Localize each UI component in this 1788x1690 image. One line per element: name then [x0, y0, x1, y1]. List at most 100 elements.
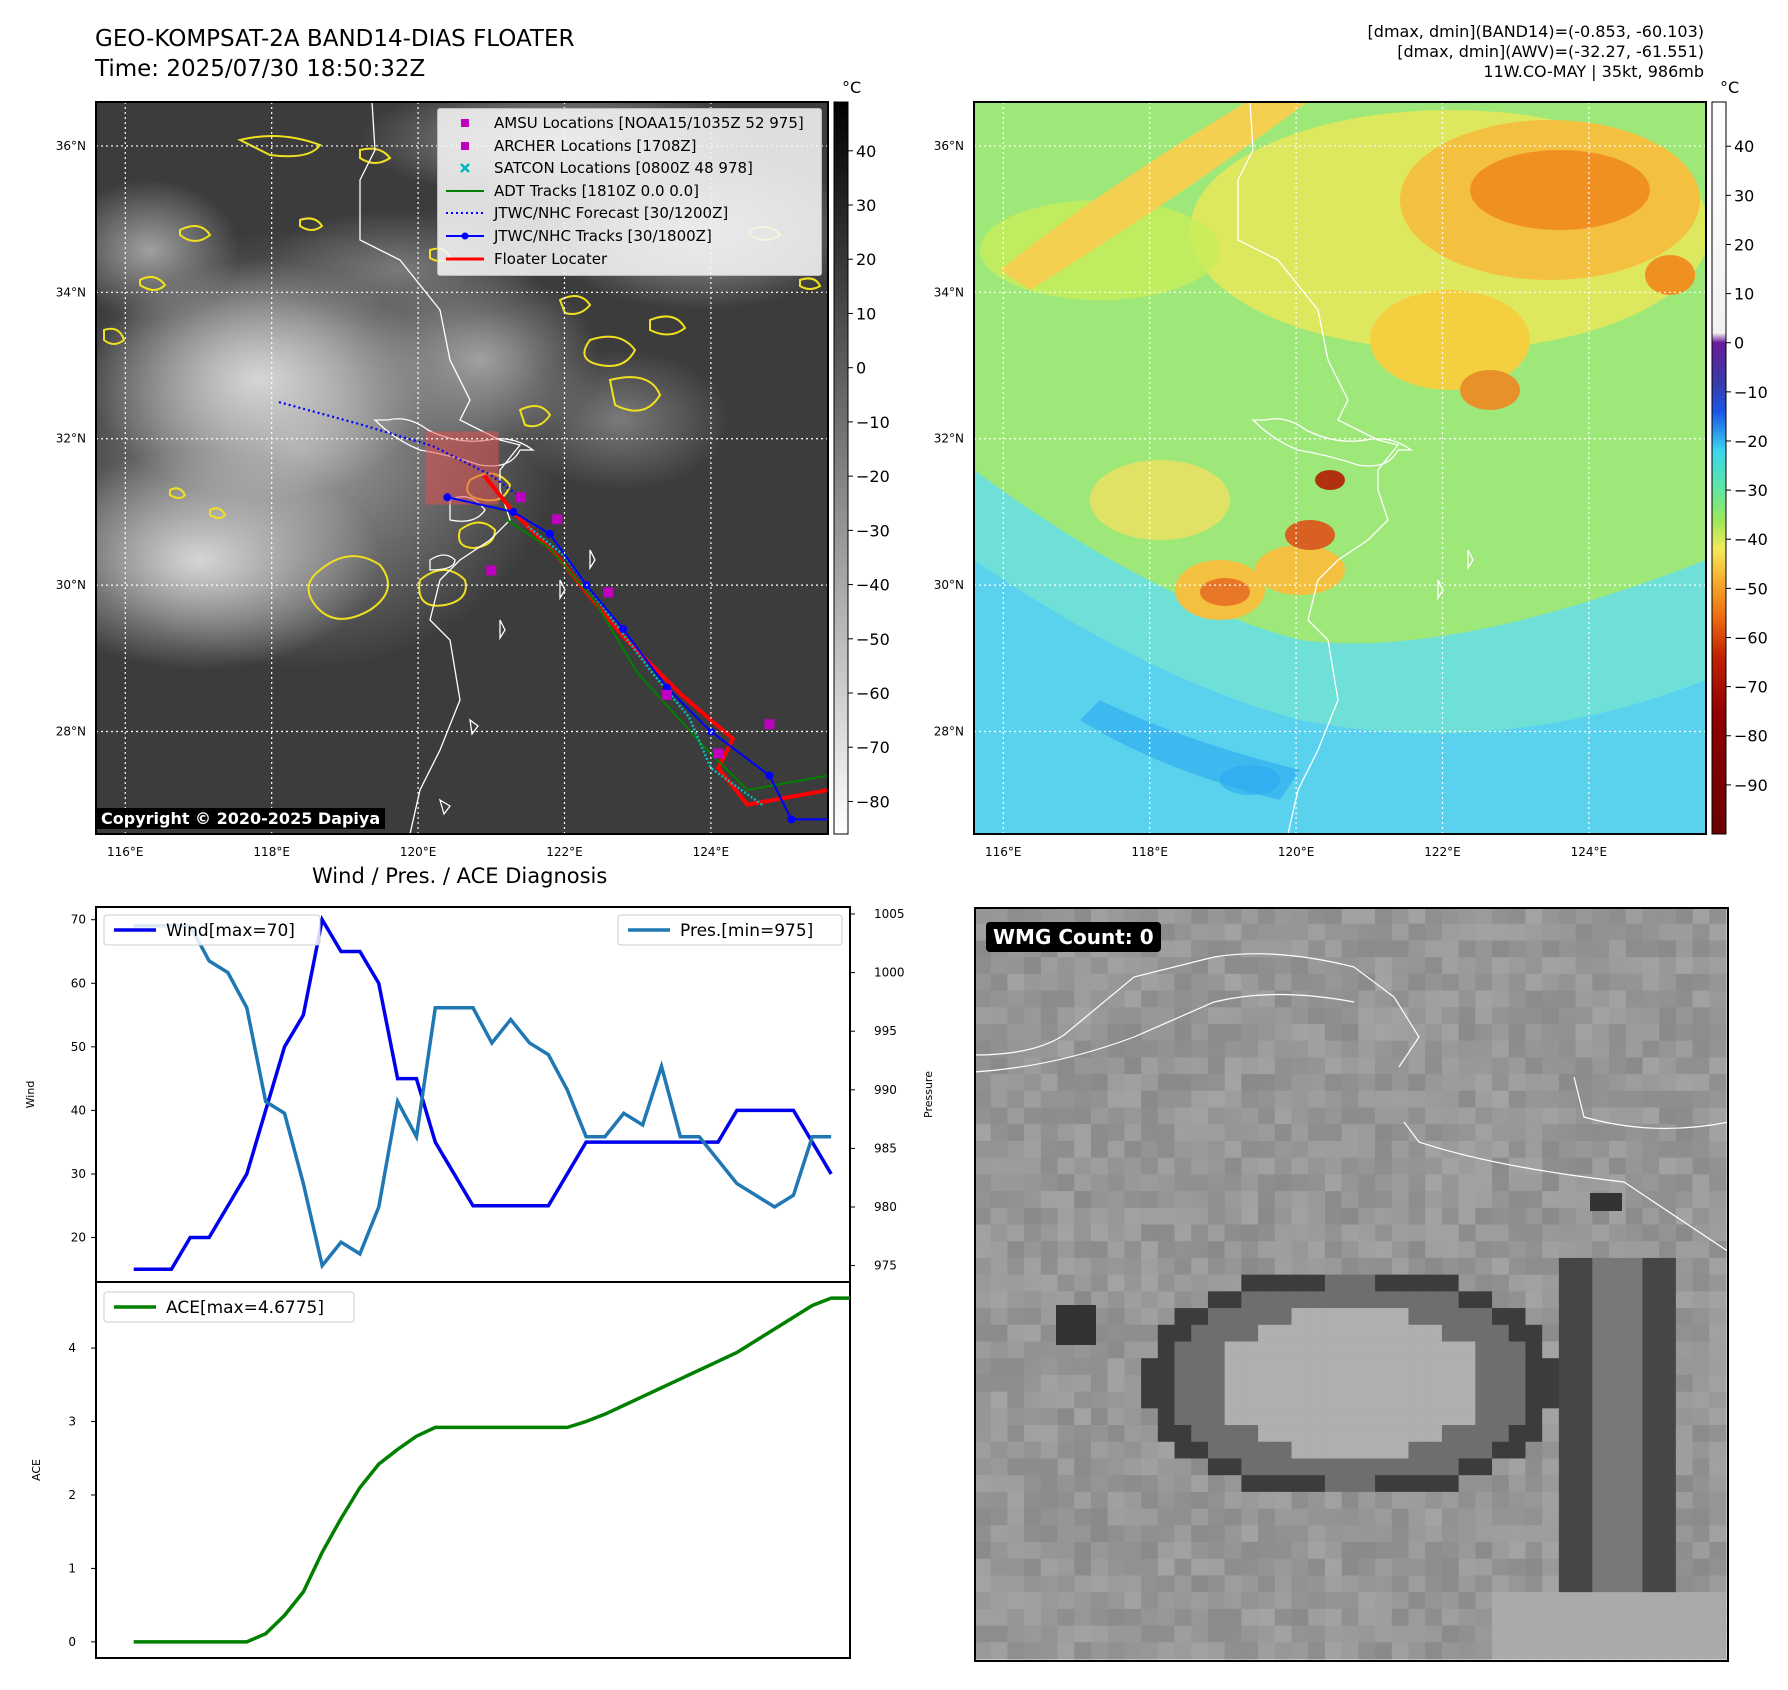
wind-y-tick: 30: [71, 1167, 86, 1181]
legend-item: ADT Tracks [1810Z 0.0 0.0]: [444, 181, 699, 201]
legend-label: JTWC/NHC Forecast [30/1200Z]: [494, 204, 729, 223]
jtwc-track-point: [545, 529, 554, 538]
colorbar-tick-label: −60: [1734, 628, 1768, 647]
lat-tick-label: 28°N: [56, 725, 86, 739]
legend-label: JTWC/NHC Tracks [30/1800Z]: [494, 227, 712, 245]
legend-item: AMSU Locations [NOAA15/1035Z 52 975]: [444, 113, 804, 133]
pressure-y-tick: 985: [874, 1141, 897, 1155]
lat-tick-label: 32°N: [56, 432, 86, 446]
pressure-y-tick: 1000: [874, 966, 905, 980]
colorbar-tick-label: −10: [856, 413, 890, 432]
legend-swatch: [446, 232, 484, 240]
colorbar-tick-label: 40: [856, 142, 876, 161]
pressure-y-tick: 1005: [874, 907, 905, 921]
ace-axes: [95, 1281, 851, 1659]
jtwc-track-point: [443, 493, 452, 502]
lon-tick-label: 120°E: [1278, 845, 1315, 859]
wind-y-tick: 40: [71, 1103, 86, 1117]
ace-y-tick: 2: [68, 1488, 76, 1502]
legend-item: JTWC/NHC Tracks [30/1800Z]: [444, 226, 712, 246]
legend-item: JTWC/NHC Forecast [30/1200Z]: [444, 203, 728, 223]
awv-imagery: [974, 102, 1706, 834]
jtwc-forecast-line: [278, 401, 522, 499]
colorbar-tick-label: −60: [856, 684, 890, 703]
legend-label: ADT Tracks [1810Z 0.0 0.0]: [494, 181, 699, 200]
jtwc-track-point: [765, 771, 774, 780]
stats-block: [dmax, dmin](BAND14)=(-0.853, -60.103) […: [1368, 22, 1704, 82]
lon-tick-label: 120°E: [400, 845, 437, 859]
ace-y-tick: 0: [68, 1635, 76, 1649]
wind-y-tick: 70: [71, 913, 86, 927]
lon-tick-label: 116°E: [985, 845, 1022, 859]
stat-band14: [dmax, dmin](BAND14)=(-0.853, -60.103): [1367, 22, 1704, 41]
pressure-y-tick: 990: [874, 1083, 897, 1097]
jtwc-track-point: [706, 727, 715, 736]
ace-y-tick: 1: [68, 1561, 76, 1575]
colorbar-tick-label: 30: [1734, 186, 1754, 205]
colorbar-tick-label: 20: [1734, 235, 1754, 254]
ace-y-tick: 3: [68, 1415, 76, 1429]
pressure-y-tick: 980: [874, 1200, 897, 1214]
colorbar-tick-label: −90: [1734, 776, 1768, 795]
wind-series-line: [133, 914, 833, 1272]
colorbar-awv: [1711, 101, 1727, 835]
ace-legend-label: ACE[max=4.6775]: [166, 1298, 324, 1318]
colorbar-tick-label: −70: [1734, 678, 1768, 697]
pressure-y-tick: 995: [874, 1024, 897, 1038]
colorbar-tick-label: −10: [1734, 383, 1768, 402]
colorbar-tick-label: −40: [856, 576, 890, 595]
legend-item: ARCHER Locations [1708Z]: [444, 136, 697, 156]
wind-axis-label: Wind: [24, 1081, 37, 1109]
ace-axis-label: ACE: [30, 1459, 43, 1481]
floater-box: [425, 431, 499, 505]
legend-swatch: [460, 163, 470, 174]
colorbar-tick-label: 30: [856, 196, 876, 215]
amsu-marker: [713, 748, 724, 759]
colorbar-tick-label: 20: [856, 250, 876, 269]
wind-y-tick: 60: [71, 976, 86, 990]
legend-swatch: [461, 141, 469, 150]
colorbar-tick-label: −80: [856, 792, 890, 811]
diagnosis-title: Wind / Pres. / ACE Diagnosis: [312, 864, 608, 888]
lat-tick-label: 30°N: [934, 578, 964, 592]
lon-tick-label: 122°E: [1424, 845, 1461, 859]
lon-tick-label: 124°E: [1571, 845, 1608, 859]
lat-tick-label: 30°N: [56, 578, 86, 592]
colorbar-tick-label: 0: [1734, 334, 1744, 353]
pressure-series-line: [133, 924, 832, 1270]
lat-tick-label: 28°N: [934, 725, 964, 739]
jtwc-track-point: [509, 507, 518, 516]
colorbar-tick-label: 0: [856, 359, 866, 378]
colorbar-unit-awv: °C: [1720, 78, 1740, 97]
lat-tick-label: 34°N: [56, 285, 86, 299]
floater-locater-line: [482, 474, 828, 807]
amsu-marker: [603, 587, 614, 598]
colorbar-tick-label: −30: [1734, 481, 1768, 500]
colorbar-tick-label: 40: [1734, 137, 1754, 156]
ace-legend: [103, 1291, 355, 1323]
colorbar-tick-label: −50: [1734, 579, 1768, 598]
wmg-count-badge: WMG Count: 0: [986, 922, 1161, 952]
amsu-marker: [552, 514, 563, 525]
amsu-marker: [515, 492, 526, 503]
map-legend: AMSU Locations [NOAA15/1035Z 52 975] ARCH…: [437, 108, 822, 276]
amsu-marker: [661, 689, 672, 700]
wmg-panel: [974, 907, 1729, 1662]
pressure-axis-label: Pressure: [922, 1071, 935, 1118]
legend-swatch: [461, 119, 469, 127]
colorbar-tick-label: 10: [856, 304, 876, 323]
colorbar-tick-label: −20: [1734, 432, 1768, 451]
adt-track-line: [505, 518, 828, 792]
stat-storm: 11W.CO-MAY | 35kt, 986mb: [1483, 62, 1704, 81]
lat-tick-label: 32°N: [934, 432, 964, 446]
legend-swatch: [446, 212, 484, 215]
colorbar-unit-band14: °C: [842, 78, 862, 97]
main-title: GEO-KOMPSAT-2A BAND14-DIAS FLOATER: [95, 26, 575, 52]
stat-awv: [dmax, dmin](AWV)=(-32.27, -61.551): [1397, 42, 1704, 61]
lat-tick-label: 36°N: [56, 139, 86, 153]
jtwc-track-line: [447, 496, 828, 821]
legend-item: SATCON Locations [0800Z 48 978]: [444, 158, 753, 178]
lat-tick-label: 36°N: [934, 139, 964, 153]
colorbar-tick-label: −40: [1734, 530, 1768, 549]
